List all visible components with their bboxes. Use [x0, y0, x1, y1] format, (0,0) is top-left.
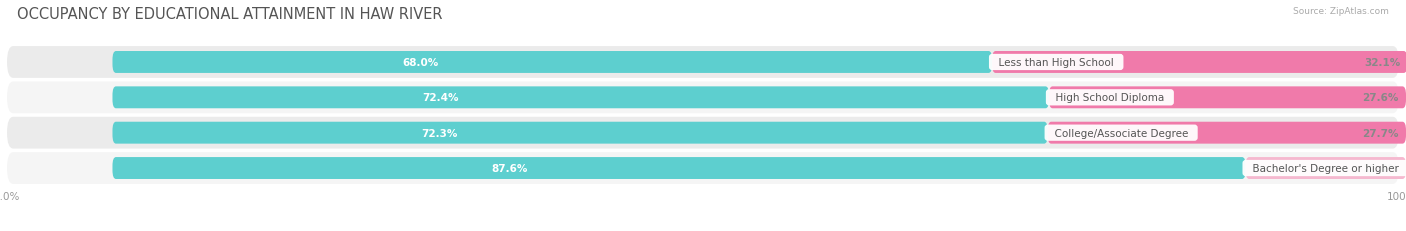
FancyBboxPatch shape	[112, 52, 993, 74]
Text: 12.4%: 12.4%	[1362, 163, 1399, 173]
Text: Bachelor's Degree or higher: Bachelor's Degree or higher	[1246, 163, 1405, 173]
FancyBboxPatch shape	[7, 82, 1399, 114]
Text: Less than High School: Less than High School	[993, 58, 1121, 68]
FancyBboxPatch shape	[112, 122, 1047, 144]
Text: High School Diploma: High School Diploma	[1049, 93, 1171, 103]
Text: 32.1%: 32.1%	[1364, 58, 1400, 68]
Text: Source: ZipAtlas.com: Source: ZipAtlas.com	[1294, 7, 1389, 16]
Text: 27.6%: 27.6%	[1362, 93, 1399, 103]
FancyBboxPatch shape	[1049, 87, 1406, 109]
FancyBboxPatch shape	[112, 157, 1246, 179]
FancyBboxPatch shape	[112, 87, 1049, 109]
FancyBboxPatch shape	[1047, 122, 1406, 144]
FancyBboxPatch shape	[7, 117, 1399, 149]
Text: 27.7%: 27.7%	[1362, 128, 1399, 138]
Text: 72.3%: 72.3%	[422, 128, 458, 138]
FancyBboxPatch shape	[7, 152, 1399, 184]
Text: 68.0%: 68.0%	[402, 58, 439, 68]
Text: 72.4%: 72.4%	[422, 93, 458, 103]
Text: College/Associate Degree: College/Associate Degree	[1047, 128, 1195, 138]
Text: 87.6%: 87.6%	[491, 163, 527, 173]
FancyBboxPatch shape	[993, 52, 1406, 74]
Text: OCCUPANCY BY EDUCATIONAL ATTAINMENT IN HAW RIVER: OCCUPANCY BY EDUCATIONAL ATTAINMENT IN H…	[17, 7, 443, 22]
FancyBboxPatch shape	[1246, 157, 1406, 179]
FancyBboxPatch shape	[7, 47, 1399, 79]
